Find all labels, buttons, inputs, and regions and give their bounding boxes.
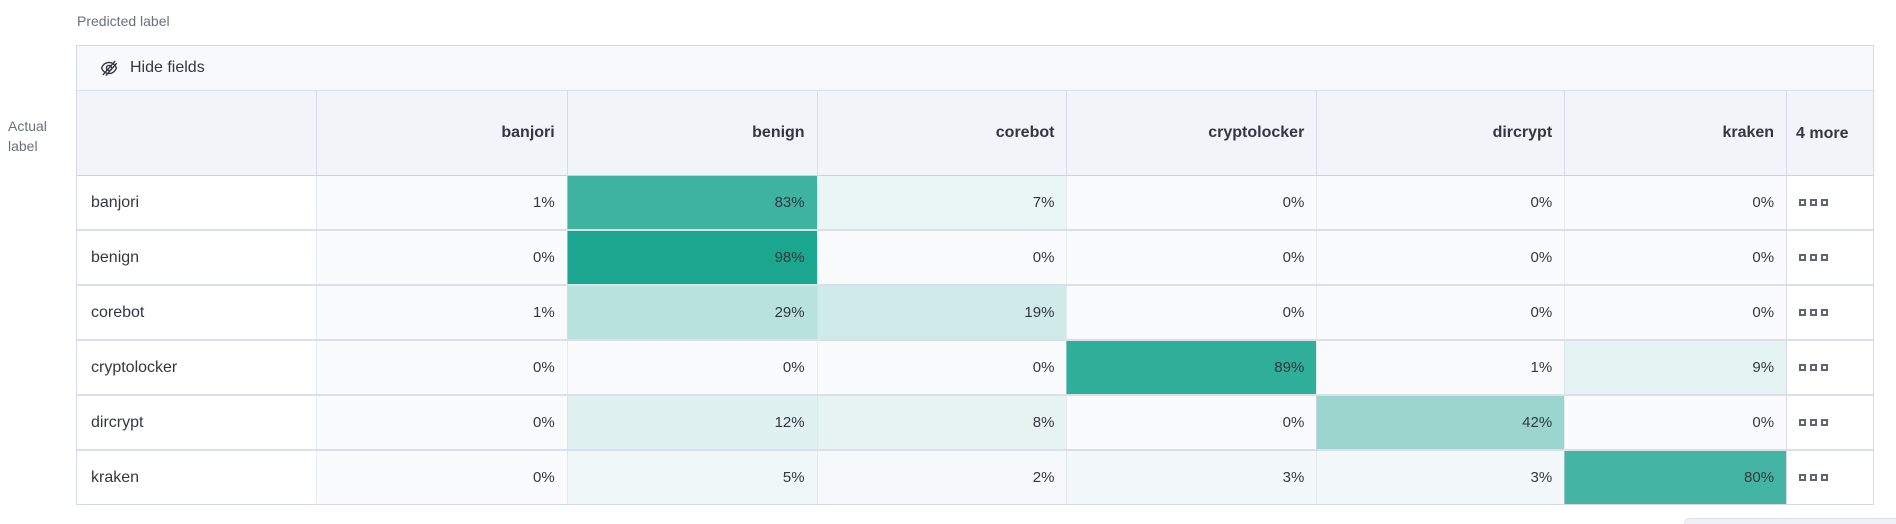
cell-kraken-banjori[interactable]: 0% [315,451,567,504]
row-label-benign[interactable]: benign [77,231,316,284]
boxes-horizontal-icon [1810,199,1818,206]
column-header-banjori[interactable]: banjori [315,91,567,175]
cell-corebot-kraken[interactable]: 0% [1564,286,1787,339]
cell-cryptolocker-banjori[interactable]: 0% [315,341,567,394]
cell-banjori-corebot[interactable]: 7% [816,176,1067,229]
boxes-horizontal-icon [1821,309,1829,316]
cell-cryptolocker-kraken[interactable]: 9% [1564,341,1787,394]
more-columns-cell-kraken[interactable] [1786,451,1873,504]
cell-corebot-benign[interactable]: 29% [566,286,817,339]
boxes-horizontal-icon [1799,364,1807,371]
boxes-horizontal-icon [1810,474,1818,481]
boxes-horizontal-icon [1799,309,1807,316]
matrix-row-corebot: corebot 1% 29% 19% 0% 0% 0% [77,286,1873,341]
predicted-label-caption: Predicted label [77,13,170,29]
cell-cryptolocker-cryptolocker[interactable]: 89% [1066,341,1317,394]
cell-corebot-banjori[interactable]: 1% [315,286,567,339]
matrix-row-kraken: kraken 0% 5% 2% 3% 3% 80% [77,451,1873,504]
boxes-horizontal-icon [1821,254,1829,261]
cell-kraken-benign[interactable]: 5% [566,451,817,504]
hide-fields-label: Hide fields [130,59,205,76]
column-header-benign[interactable]: benign [566,91,817,175]
cell-cryptolocker-corebot[interactable]: 0% [816,341,1067,394]
grid-body: banjori 1% 83% 7% 0% 0% 0% benign 0% 98% 0% 0% 0% 0% c… [77,176,1873,504]
matrix-row-cryptolocker: cryptolocker 0% 0% 0% 89% 1% 9% [77,341,1873,396]
row-label-corebot[interactable]: corebot [77,286,316,339]
bottom-scrollbar-stub [1684,518,1896,524]
more-columns-header[interactable]: 4 more [1786,91,1873,175]
boxes-horizontal-icon [1799,419,1807,426]
boxes-horizontal-icon [1810,309,1818,316]
matrix-row-benign: benign 0% 98% 0% 0% 0% 0% [77,231,1873,286]
more-columns-cell-benign[interactable] [1786,231,1873,284]
matrix-row-dircrypt: dircrypt 0% 12% 8% 0% 42% 0% [77,396,1873,451]
row-label-banjori[interactable]: banjori [77,176,316,229]
more-columns-cell-corebot[interactable] [1786,286,1873,339]
boxes-horizontal-icon [1799,474,1807,481]
more-columns-cell-dircrypt[interactable] [1786,396,1873,449]
cell-corebot-corebot[interactable]: 19% [816,286,1067,339]
cell-banjori-benign[interactable]: 83% [566,176,817,229]
cell-dircrypt-cryptolocker[interactable]: 0% [1066,396,1317,449]
column-header-kraken[interactable]: kraken [1564,91,1786,175]
cell-banjori-banjori[interactable]: 1% [315,176,567,229]
boxes-horizontal-icon [1810,364,1818,371]
cell-kraken-kraken[interactable]: 80% [1564,451,1787,504]
row-label-cryptolocker[interactable]: cryptolocker [77,341,316,394]
cell-corebot-dircrypt[interactable]: 0% [1316,286,1565,339]
boxes-horizontal-icon [1799,254,1807,261]
boxes-horizontal-icon [1821,419,1829,426]
row-label-dircrypt[interactable]: dircrypt [77,396,316,449]
cell-kraken-dircrypt[interactable]: 3% [1316,451,1565,504]
grid-header-row: banjori benign corebot cryptolocker dircrypt… [77,91,1873,176]
cell-benign-cryptolocker[interactable]: 0% [1066,231,1317,284]
column-header-dircrypt[interactable]: dircrypt [1316,91,1564,175]
boxes-horizontal-icon [1821,474,1829,481]
cell-cryptolocker-dircrypt[interactable]: 1% [1316,341,1565,394]
column-header-cryptolocker[interactable]: cryptolocker [1066,91,1316,175]
cell-banjori-dircrypt[interactable]: 0% [1316,176,1565,229]
cell-kraken-cryptolocker[interactable]: 3% [1066,451,1317,504]
more-columns-cell-cryptolocker[interactable] [1786,341,1873,394]
cell-kraken-corebot[interactable]: 2% [816,451,1067,504]
cell-benign-banjori[interactable]: 0% [315,231,567,284]
actual-label-caption: Actual label [8,118,47,154]
column-header-corebot[interactable]: corebot [816,91,1067,175]
cell-benign-kraken[interactable]: 0% [1564,231,1787,284]
cell-benign-benign[interactable]: 98% [566,231,817,284]
boxes-horizontal-icon [1810,254,1818,261]
boxes-horizontal-icon [1810,419,1818,426]
eye-closed-icon [100,60,118,76]
more-columns-cell-banjori[interactable] [1786,176,1873,229]
cell-benign-dircrypt[interactable]: 0% [1316,231,1565,284]
corner-header-cell [77,91,316,175]
cell-benign-corebot[interactable]: 0% [816,231,1067,284]
cell-banjori-kraken[interactable]: 0% [1564,176,1787,229]
boxes-horizontal-icon [1821,199,1829,206]
hide-fields-button[interactable]: Hide fields [77,46,1873,91]
boxes-horizontal-icon [1799,199,1807,206]
boxes-horizontal-icon [1821,364,1829,371]
confusion-matrix-panel: Hide fields banjori benign corebot cryptolo… [76,45,1874,505]
cell-dircrypt-kraken[interactable]: 0% [1564,396,1787,449]
cell-dircrypt-banjori[interactable]: 0% [315,396,567,449]
matrix-row-banjori: banjori 1% 83% 7% 0% 0% 0% [77,176,1873,231]
row-label-kraken[interactable]: kraken [77,451,316,504]
cell-dircrypt-benign[interactable]: 12% [566,396,817,449]
cell-corebot-cryptolocker[interactable]: 0% [1066,286,1317,339]
cell-banjori-cryptolocker[interactable]: 0% [1066,176,1317,229]
cell-dircrypt-dircrypt[interactable]: 42% [1316,396,1565,449]
cell-cryptolocker-benign[interactable]: 0% [566,341,817,394]
cell-dircrypt-corebot[interactable]: 8% [816,396,1067,449]
